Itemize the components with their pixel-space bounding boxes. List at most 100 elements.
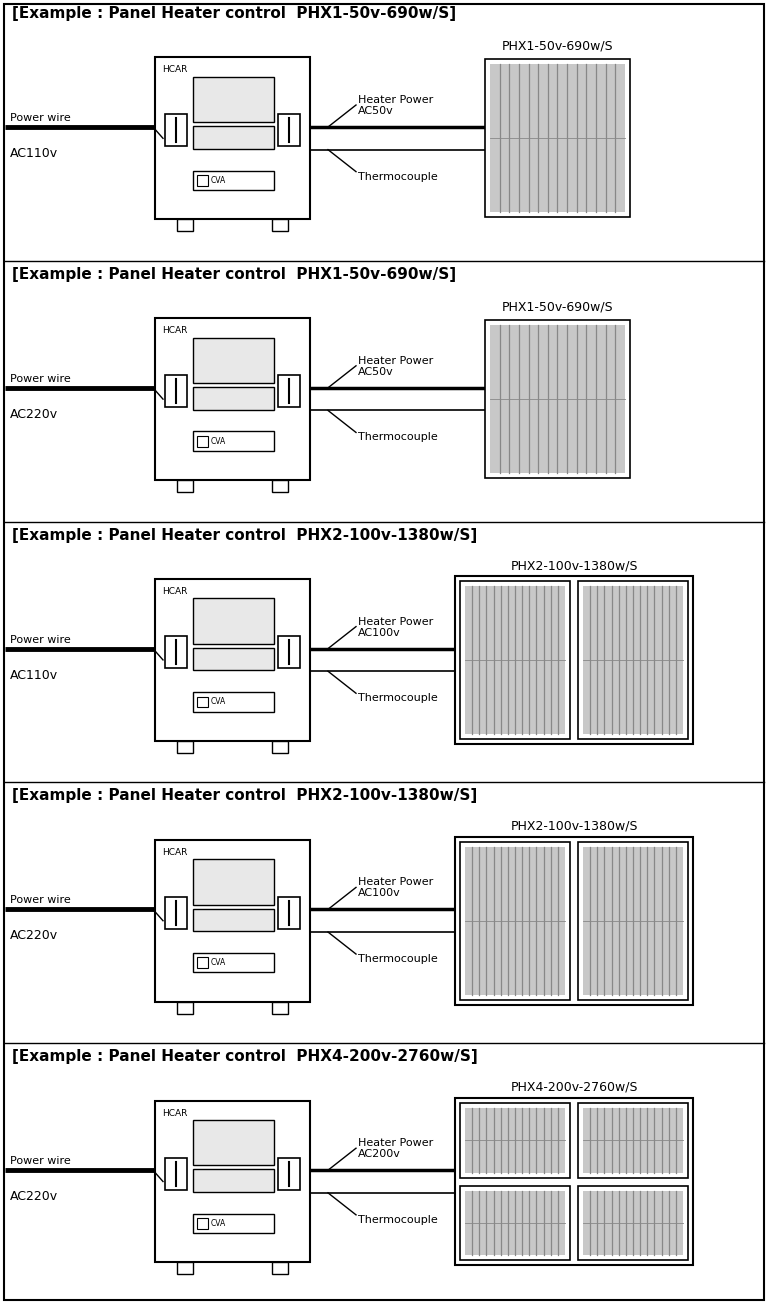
Text: AC100v: AC100v [358, 627, 401, 638]
Bar [578, 582, 688, 739]
Bar [197, 436, 207, 446]
Bar [485, 60, 630, 218]
Text: Heater Power: Heater Power [358, 617, 433, 627]
Bar [460, 842, 570, 1000]
Text: HCAR: HCAR [162, 65, 187, 74]
Text: Heater Power: Heater Power [358, 1138, 433, 1149]
Text: AC110v: AC110v [10, 147, 58, 160]
Bar [465, 1191, 565, 1256]
Text: Thermocouple: Thermocouple [358, 955, 438, 964]
Text: AC220v: AC220v [10, 408, 58, 421]
Bar [272, 1001, 288, 1013]
Bar [460, 582, 570, 739]
Text: Heater Power: Heater Power [358, 95, 433, 106]
Bar [177, 1001, 193, 1013]
Text: PHX1-50v-690w/S: PHX1-50v-690w/S [502, 300, 614, 313]
Bar [278, 1158, 300, 1189]
Bar [583, 1191, 683, 1256]
Text: CVA: CVA [210, 1219, 226, 1228]
Bar [155, 1101, 310, 1262]
Bar [193, 171, 274, 190]
Bar [578, 1103, 688, 1178]
Text: Power wire: Power wire [10, 374, 71, 383]
Text: [Example : Panel Heater control  PHX2-100v-1380w/S]: [Example : Panel Heater control PHX2-100… [12, 528, 477, 542]
Text: Heater Power: Heater Power [358, 356, 433, 366]
Bar [460, 1103, 570, 1178]
Bar [272, 480, 288, 492]
Bar [193, 909, 274, 931]
Bar [490, 325, 625, 473]
Bar [465, 585, 565, 734]
Text: HCAR: HCAR [162, 326, 187, 335]
Bar [193, 1214, 274, 1234]
Bar [193, 692, 274, 712]
Text: HCAR: HCAR [162, 1108, 187, 1118]
Bar [165, 1158, 187, 1189]
Bar [193, 432, 274, 451]
Text: Thermocouple: Thermocouple [358, 694, 438, 703]
Bar [578, 1185, 688, 1261]
Bar [272, 1262, 288, 1274]
Bar [193, 953, 274, 973]
Bar [272, 741, 288, 752]
Bar [177, 1262, 193, 1274]
Text: Power wire: Power wire [10, 896, 71, 905]
Text: AC200v: AC200v [358, 1149, 401, 1159]
Bar [278, 897, 300, 928]
Bar [193, 1170, 274, 1192]
Bar [155, 840, 310, 1001]
Bar [193, 387, 274, 409]
Text: AC100v: AC100v [358, 888, 401, 898]
Bar [583, 585, 683, 734]
Bar [177, 741, 193, 752]
Text: PHX4-200v-2760w/S: PHX4-200v-2760w/S [510, 1081, 637, 1094]
Bar [455, 576, 693, 743]
Text: CVA: CVA [210, 176, 226, 185]
Bar [278, 636, 300, 668]
Bar [197, 696, 207, 707]
Bar [193, 338, 274, 383]
Bar [278, 376, 300, 407]
Text: [Example : Panel Heater control  PHX1-50v-690w/S]: [Example : Panel Heater control PHX1-50v… [12, 267, 456, 282]
Bar [465, 846, 565, 995]
Text: HCAR: HCAR [162, 587, 187, 596]
Bar [583, 846, 683, 995]
Text: CVA: CVA [210, 958, 226, 968]
Bar [193, 126, 274, 149]
Bar [578, 842, 688, 1000]
Bar [272, 219, 288, 231]
Bar [165, 636, 187, 668]
Text: Thermocouple: Thermocouple [358, 172, 438, 181]
Bar [197, 957, 207, 968]
Text: Power wire: Power wire [10, 635, 71, 644]
Bar [155, 57, 310, 219]
Bar [583, 1107, 683, 1172]
Bar [165, 115, 187, 146]
Text: CVA: CVA [210, 698, 226, 707]
Bar [177, 219, 193, 231]
Bar [455, 1098, 693, 1265]
Text: AC50v: AC50v [358, 366, 394, 377]
Bar [193, 599, 274, 644]
Bar [193, 859, 274, 905]
Text: Power wire: Power wire [10, 1157, 71, 1166]
Bar [485, 321, 630, 479]
Bar [177, 480, 193, 492]
Bar [165, 897, 187, 928]
Bar [155, 579, 310, 741]
Bar [460, 1185, 570, 1261]
Text: AC50v: AC50v [358, 106, 394, 116]
Bar [155, 318, 310, 480]
Text: Power wire: Power wire [10, 113, 71, 123]
Text: [Example : Panel Heater control  PHX1-50v-690w/S]: [Example : Panel Heater control PHX1-50v… [12, 7, 456, 21]
Text: Heater Power: Heater Power [358, 878, 433, 888]
Text: Thermocouple: Thermocouple [358, 433, 438, 442]
Bar [193, 648, 274, 670]
Text: AC110v: AC110v [10, 669, 58, 682]
Bar [278, 115, 300, 146]
Text: PHX2-100v-1380w/S: PHX2-100v-1380w/S [510, 820, 637, 833]
Text: PHX2-100v-1380w/S: PHX2-100v-1380w/S [510, 559, 637, 572]
Bar [165, 376, 187, 407]
Bar [465, 1107, 565, 1172]
Bar [490, 64, 625, 213]
